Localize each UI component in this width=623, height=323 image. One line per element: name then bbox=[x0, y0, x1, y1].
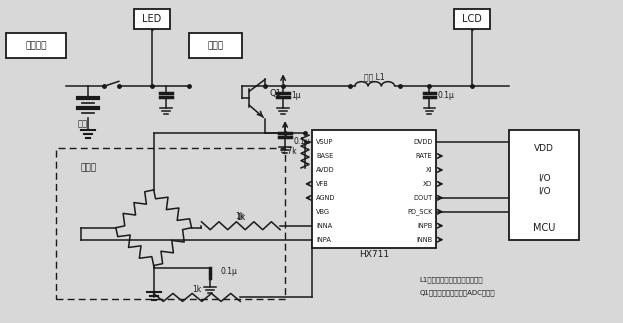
Text: 0.1μ: 0.1μ bbox=[221, 267, 237, 276]
Text: MCU: MCU bbox=[533, 223, 555, 233]
Text: 0.1μ: 0.1μ bbox=[437, 91, 454, 100]
Text: 1k: 1k bbox=[236, 213, 245, 222]
Text: INPB: INPB bbox=[417, 223, 432, 229]
Text: LED: LED bbox=[142, 14, 161, 24]
FancyBboxPatch shape bbox=[509, 130, 579, 240]
FancyBboxPatch shape bbox=[454, 9, 490, 28]
Text: 4.7k: 4.7k bbox=[280, 147, 297, 156]
Text: 0.1μ: 0.1μ bbox=[293, 137, 310, 146]
Text: 磁珠 L1: 磁珠 L1 bbox=[364, 72, 385, 81]
Text: AGND: AGND bbox=[316, 195, 335, 201]
Text: 1k: 1k bbox=[192, 285, 201, 294]
Text: L1：用于隔离模拟与数字电路；: L1：用于隔离模拟与数字电路； bbox=[419, 276, 483, 283]
Text: 传感器: 传感器 bbox=[81, 163, 97, 172]
Text: XI: XI bbox=[426, 167, 432, 173]
Text: Q1：用于隔离传感器和ADC电源。: Q1：用于隔离传感器和ADC电源。 bbox=[419, 289, 495, 296]
Text: VFB: VFB bbox=[316, 181, 329, 187]
Text: BASE: BASE bbox=[316, 153, 333, 159]
Text: LCD: LCD bbox=[462, 14, 482, 24]
Text: I/O: I/O bbox=[538, 173, 550, 182]
Text: PD_SCK: PD_SCK bbox=[407, 208, 432, 215]
Text: INPA: INPA bbox=[316, 237, 331, 243]
FancyBboxPatch shape bbox=[312, 130, 437, 248]
Text: HX711: HX711 bbox=[359, 250, 389, 259]
Text: DOUT: DOUT bbox=[413, 195, 432, 201]
Text: INNB: INNB bbox=[416, 237, 432, 243]
Text: 1μ: 1μ bbox=[291, 91, 301, 100]
Text: VDD: VDD bbox=[534, 143, 554, 152]
Text: 1k: 1k bbox=[235, 212, 245, 221]
Text: 稳压管: 稳压管 bbox=[207, 41, 224, 50]
Text: 电池: 电池 bbox=[78, 120, 88, 129]
Text: VBG: VBG bbox=[316, 209, 330, 215]
FancyBboxPatch shape bbox=[134, 9, 169, 28]
Text: INNA: INNA bbox=[316, 223, 332, 229]
Text: VSUP: VSUP bbox=[316, 139, 333, 145]
Text: AVDD: AVDD bbox=[316, 167, 335, 173]
FancyBboxPatch shape bbox=[189, 33, 242, 58]
Text: Q1: Q1 bbox=[269, 89, 281, 98]
FancyBboxPatch shape bbox=[6, 33, 66, 58]
Text: 充电电路: 充电电路 bbox=[26, 41, 47, 50]
Text: I/O: I/O bbox=[538, 186, 550, 195]
Text: RATE: RATE bbox=[416, 153, 432, 159]
Text: DVDD: DVDD bbox=[413, 139, 432, 145]
Text: XO: XO bbox=[423, 181, 432, 187]
